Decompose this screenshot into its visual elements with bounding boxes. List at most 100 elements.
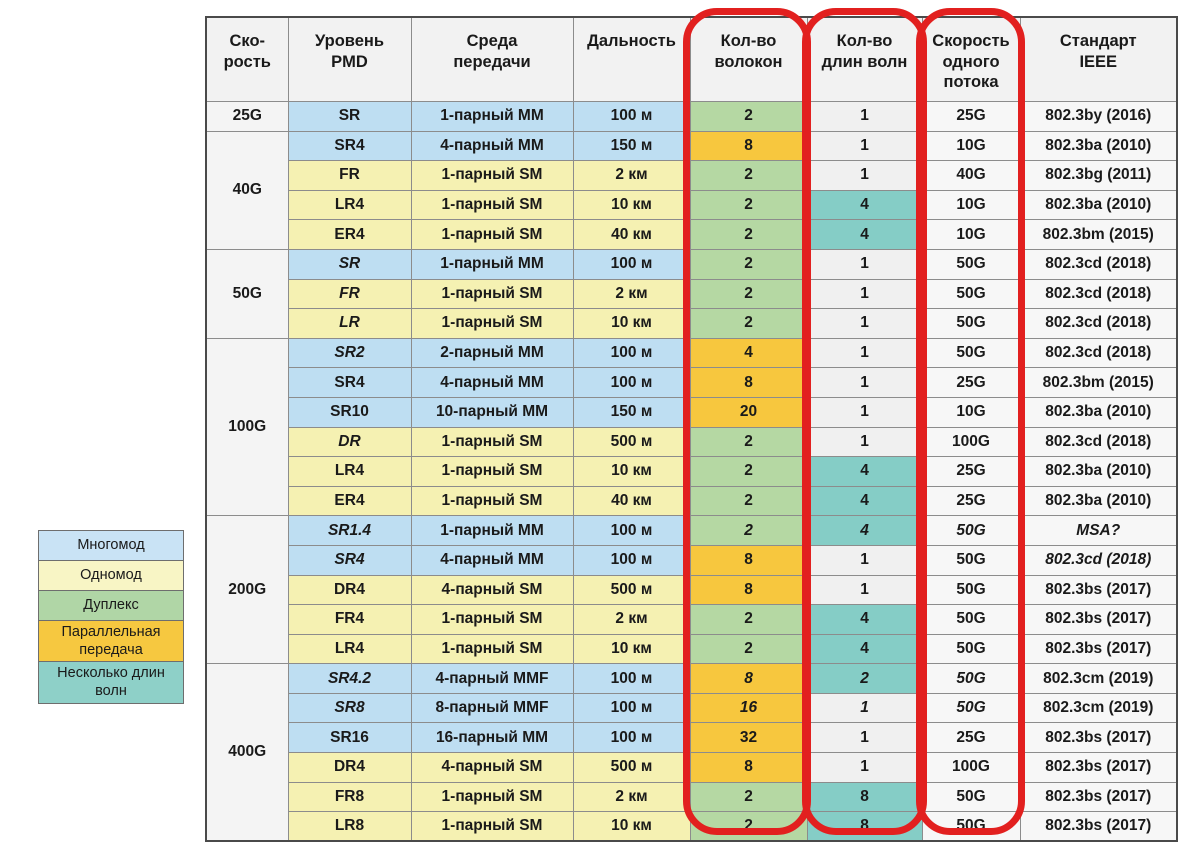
table-row: 400G SR4.2 4-парный MMF 100 м 8 2 50G 802.3cm (… (205, 663, 1178, 842)
wavelength-count-cell: 8 (806, 781, 923, 813)
distance-cell: 100 м (572, 515, 691, 546)
lane-speed-cell: 10G (921, 189, 1021, 221)
col-header-fiber-count: Кол-во волокон (689, 16, 808, 102)
table-row: SR4 4-парный MM 100 м 8 1 25G 802.3bm (2015) (206, 367, 1178, 398)
pmd-cell: DR4 (287, 752, 412, 783)
fiber-count-cell: 20 (689, 396, 808, 428)
medium-cell: 1-парный SM (410, 278, 574, 310)
wavelength-count-cell: 1 (806, 722, 923, 754)
distance-cell: 100 м (572, 367, 691, 398)
lane-speed-cell: 50G (921, 781, 1021, 813)
pmd-cell: SR16 (287, 722, 412, 754)
standard-cell: 802.3bs (2017) (1019, 604, 1178, 635)
fiber-count-cell: 8 (689, 663, 808, 694)
table-body: 25G SR 1-парный MM 100 м 2 1 25G 802.3by (2016)… (205, 101, 1178, 842)
pmd-cell: SR1.4 (287, 515, 412, 546)
medium-cell: 4-парный MMF (410, 663, 574, 694)
distance-cell: 100 м (572, 663, 691, 694)
fiber-count-cell: 8 (689, 367, 808, 398)
table-header-row: Ско- рость Уровень PMD Среда передачи Да… (205, 16, 1178, 102)
wavelength-count-cell: 1 (806, 101, 923, 132)
medium-cell: 2-парный MM (410, 337, 574, 369)
pmd-cell: FR (287, 278, 412, 310)
table-row: LR8 1-парный SM 10 км 2 8 50G 802.3bs (2017) (206, 811, 1178, 842)
lane-speed-cell: 25G (921, 456, 1021, 487)
distance-cell: 500 м (572, 752, 691, 783)
wavelength-count-cell: 1 (806, 396, 923, 428)
wavelength-count-cell: 1 (806, 752, 923, 783)
medium-cell: 4-парный MM (410, 544, 574, 576)
lane-speed-cell: 50G (921, 308, 1021, 339)
fiber-count-cell: 2 (689, 515, 808, 546)
distance-cell: 2 км (572, 781, 691, 813)
table-row: ER4 1-парный SM 40 км 2 4 25G 802.3ba (2010) (206, 485, 1178, 517)
speed-group-cell: 50G (205, 248, 289, 339)
fiber-count-cell: 2 (689, 278, 808, 310)
table-row: DR4 4-парный SM 500 м 8 1 50G 802.3bs (2017) (206, 574, 1178, 606)
wavelength-count-cell: 4 (806, 219, 923, 250)
standard-cell: 802.3ba (2010) (1019, 396, 1178, 428)
wavelength-count-cell: 4 (806, 456, 923, 487)
standard-cell: 802.3ba (2010) (1019, 485, 1178, 517)
pmd-cell: SR (287, 248, 412, 280)
col-header-distance: Дальность (572, 16, 691, 102)
lane-speed-cell: 10G (921, 396, 1021, 428)
table-row: DR4 4-парный SM 500 м 8 1 100G 802.3bs (2017) (206, 752, 1178, 783)
standard-cell: 802.3cd (2018) (1019, 308, 1178, 339)
standard-cell: 802.3bs (2017) (1019, 722, 1178, 754)
lane-speed-cell: 100G (921, 426, 1021, 458)
col-header-pmd-level: Уровень PMD (287, 16, 412, 102)
table-row: LR4 1-парный SM 10 км 2 4 25G 802.3ba (2010) (206, 456, 1178, 487)
standard-cell: 802.3bg (2011) (1019, 160, 1178, 191)
distance-cell: 10 км (572, 308, 691, 339)
pmd-cell: SR2 (287, 337, 412, 369)
medium-cell: 1-парный MM (410, 515, 574, 546)
legend-item: Многомод (39, 531, 183, 561)
pmd-cell: SR10 (287, 396, 412, 428)
table-row: LR4 1-парный SM 10 км 2 4 50G 802.3bs (2017) (206, 633, 1178, 665)
fiber-count-cell: 2 (689, 781, 808, 813)
medium-cell: 1-парный MM (410, 101, 574, 132)
table-row: FR8 1-парный SM 2 км 2 8 50G 802.3bs (2017) (206, 781, 1178, 813)
col-header-speed: Ско- рость (205, 16, 289, 102)
wavelength-count-cell: 1 (806, 426, 923, 458)
wavelength-count-cell: 4 (806, 604, 923, 635)
speed-group-cell: 40G (205, 130, 289, 250)
medium-cell: 1-парный SM (410, 426, 574, 458)
fiber-count-cell: 8 (689, 574, 808, 606)
legend-item: Параллельная передача (39, 621, 183, 663)
distance-cell: 100 м (572, 722, 691, 754)
pmd-cell: LR (287, 308, 412, 339)
wavelength-count-cell: 2 (806, 663, 923, 694)
distance-cell: 100 м (572, 544, 691, 576)
medium-cell: 1-парный SM (410, 189, 574, 221)
table-row: FR 1-парный SM 2 км 2 1 40G 802.3bg (2011) (206, 160, 1178, 191)
pmd-cell: DR (287, 426, 412, 458)
wavelength-count-cell: 1 (806, 308, 923, 339)
lane-speed-cell: 50G (921, 337, 1021, 369)
table-row: LR4 1-парный SM 10 км 2 4 10G 802.3ba (2010) (206, 189, 1178, 221)
medium-cell: 4-парный SM (410, 574, 574, 606)
fiber-count-cell: 4 (689, 337, 808, 369)
lane-speed-cell: 10G (921, 130, 1021, 162)
lane-speed-cell: 50G (921, 692, 1021, 724)
lane-speed-cell: 50G (921, 574, 1021, 606)
speed-group-cell: 400G (205, 663, 289, 842)
fiber-count-cell: 8 (689, 544, 808, 576)
standard-cell: 802.3cd (2018) (1019, 426, 1178, 458)
lane-speed-cell: 50G (921, 604, 1021, 635)
pmd-cell: LR4 (287, 456, 412, 487)
lane-speed-cell: 50G (921, 248, 1021, 280)
lane-speed-cell: 50G (921, 278, 1021, 310)
lane-speed-cell: 50G (921, 633, 1021, 665)
medium-cell: 16-парный MM (410, 722, 574, 754)
wavelength-count-cell: 1 (806, 278, 923, 310)
wavelength-count-cell: 1 (806, 367, 923, 398)
fiber-count-cell: 8 (689, 752, 808, 783)
wavelength-count-cell: 1 (806, 160, 923, 191)
pmd-cell: SR4 (287, 544, 412, 576)
fiber-count-cell: 2 (689, 456, 808, 487)
distance-cell: 150 м (572, 130, 691, 162)
fiber-count-cell: 2 (689, 811, 808, 842)
